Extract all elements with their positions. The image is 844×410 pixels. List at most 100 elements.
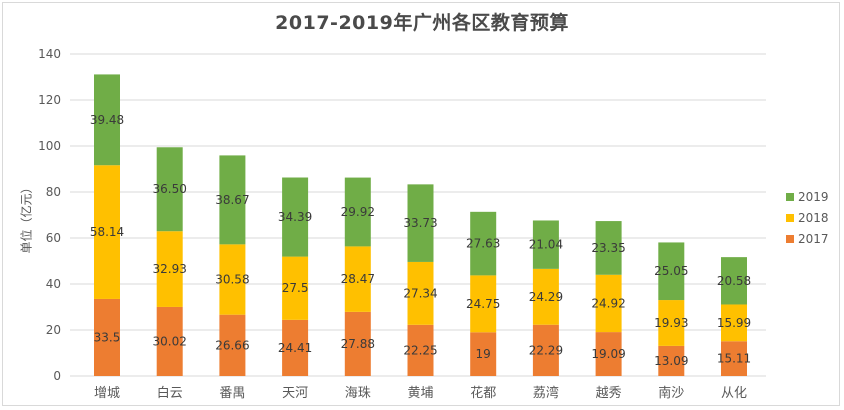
y-axis-ticks: 0 20 40 60 80 100 120 140 bbox=[38, 47, 61, 383]
data-label-2018: 58.14 bbox=[90, 225, 124, 239]
bar-segment-2017 bbox=[219, 314, 246, 376]
y-tick-label: 60 bbox=[46, 231, 61, 245]
data-label-2018: 27.5 bbox=[282, 281, 309, 295]
bar-segment-2019 bbox=[532, 220, 559, 269]
bar-segment-2019 bbox=[94, 74, 120, 166]
bar-segment-2019 bbox=[721, 257, 747, 305]
x-tick-label: 白云 bbox=[157, 385, 183, 401]
x-tick-label: 番禺 bbox=[219, 386, 245, 401]
legend-label: 2017 bbox=[798, 231, 829, 246]
data-label-2017: 13.09 bbox=[654, 354, 688, 368]
bar-segment-2017 bbox=[470, 332, 497, 376]
data-label-2019: 23.35 bbox=[591, 241, 625, 255]
y-tick-label: 80 bbox=[46, 185, 61, 199]
bar-segment-2019 bbox=[344, 177, 371, 247]
bar-segment-2019 bbox=[156, 147, 183, 232]
legend-label: 2019 bbox=[798, 189, 829, 204]
data-label-2018: 32.93 bbox=[153, 262, 187, 276]
x-tick-label: 天河 bbox=[282, 386, 308, 401]
data-label-2019: 39.48 bbox=[90, 113, 124, 127]
bar-segment-2017 bbox=[344, 311, 371, 376]
legend: 2019 2018 2017 bbox=[786, 186, 829, 249]
bar-segment-2018 bbox=[156, 231, 183, 307]
data-label-2017: 19 bbox=[476, 347, 491, 361]
bar-segment-2018 bbox=[94, 165, 120, 299]
bar-segment-2018 bbox=[282, 256, 309, 320]
bar-segment-2017 bbox=[532, 324, 559, 376]
legend-item-2019: 2019 bbox=[786, 186, 829, 207]
data-label-2017: 24.41 bbox=[278, 341, 312, 355]
data-label-2017: 27.88 bbox=[341, 337, 375, 351]
bar-segment-2017 bbox=[721, 341, 747, 376]
x-axis-ticks: 增城 白云 番禺 天河 海珠 黄埔 花都 荔湾 越秀 南沙 从化 bbox=[94, 385, 747, 401]
data-label-2018: 30.58 bbox=[215, 273, 249, 287]
bar-segment-2018 bbox=[532, 268, 559, 325]
data-label-2017: 15.11 bbox=[717, 352, 751, 366]
data-label-2017: 22.25 bbox=[403, 343, 437, 357]
y-tick-label: 0 bbox=[53, 369, 61, 383]
legend-swatch bbox=[786, 234, 794, 243]
data-label-2018: 24.29 bbox=[529, 290, 563, 304]
bar-segment-2017 bbox=[658, 345, 685, 376]
data-label-2019: 38.67 bbox=[215, 193, 249, 207]
data-label-2019: 29.92 bbox=[341, 205, 375, 219]
x-tick-label: 荔湾 bbox=[533, 385, 559, 401]
bar-segment-2017 bbox=[94, 298, 120, 376]
bar-segment-2018 bbox=[407, 261, 434, 325]
legend-label: 2018 bbox=[798, 210, 829, 225]
x-tick-label: 海珠 bbox=[345, 386, 371, 401]
data-labels: 33.5 58.14 39.48 30.02 32.93 36.50 26.66 30.58 3… bbox=[90, 113, 751, 368]
y-tick-label: 140 bbox=[38, 47, 61, 61]
y-tick-label: 20 bbox=[46, 323, 61, 337]
legend-swatch bbox=[786, 213, 794, 222]
data-label-2019: 33.73 bbox=[403, 216, 437, 230]
data-label-2017: 33.5 bbox=[94, 330, 121, 344]
data-label-2018: 24.75 bbox=[466, 297, 500, 311]
data-label-2018: 28.47 bbox=[341, 272, 375, 286]
x-tick-label: 黄埔 bbox=[407, 386, 433, 401]
y-tick-label: 40 bbox=[46, 277, 61, 291]
data-label-2017: 22.29 bbox=[529, 343, 563, 357]
legend-item-2017: 2017 bbox=[786, 228, 829, 249]
bar-segment-2019 bbox=[219, 155, 246, 245]
bar-segment-2017 bbox=[282, 319, 309, 376]
bar-segment-2018 bbox=[658, 300, 685, 346]
bar-segment-2018 bbox=[470, 275, 497, 333]
data-label-2019: 25.05 bbox=[654, 264, 688, 278]
y-tick-label: 120 bbox=[38, 93, 61, 107]
legend-swatch bbox=[786, 192, 794, 201]
bar-segment-2018 bbox=[219, 244, 246, 315]
data-label-2017: 26.66 bbox=[215, 338, 249, 352]
chart-title: 2017-2019年广州各区教育预算 bbox=[275, 12, 569, 34]
data-label-2019: 20.58 bbox=[717, 274, 751, 288]
data-label-2018: 24.92 bbox=[591, 296, 625, 310]
y-tick-label: 100 bbox=[38, 139, 61, 153]
bar-segment-2018 bbox=[344, 246, 371, 312]
bar-segment-2017 bbox=[407, 324, 434, 376]
bar-segment-2017 bbox=[156, 306, 183, 376]
data-label-2017: 19.09 bbox=[591, 347, 625, 361]
data-label-2019: 27.63 bbox=[466, 237, 500, 251]
bars bbox=[94, 74, 747, 376]
legend-item-2018: 2018 bbox=[786, 207, 829, 228]
x-tick-label: 花都 bbox=[470, 385, 496, 401]
data-label-2019: 34.39 bbox=[278, 210, 312, 224]
x-tick-label: 越秀 bbox=[596, 386, 622, 401]
data-label-2018: 15.99 bbox=[717, 316, 751, 330]
x-tick-label: 南沙 bbox=[658, 385, 684, 401]
bar-segment-2019 bbox=[658, 242, 685, 301]
bar-segment-2019 bbox=[407, 184, 434, 262]
bar-segment-2018 bbox=[721, 304, 747, 342]
data-label-2018: 27.34 bbox=[403, 286, 437, 300]
data-label-2019: 36.50 bbox=[153, 182, 187, 196]
data-label-2019: 21.04 bbox=[529, 238, 563, 252]
bar-segment-2019 bbox=[282, 177, 309, 257]
x-tick-label: 增城 bbox=[94, 386, 120, 401]
data-label-2018: 19.93 bbox=[654, 316, 688, 330]
bar-segment-2018 bbox=[595, 274, 622, 333]
bar-segment-2019 bbox=[595, 221, 622, 275]
x-tick-label: 从化 bbox=[721, 386, 747, 401]
data-label-2017: 30.02 bbox=[153, 334, 187, 348]
bar-segment-2017 bbox=[595, 332, 622, 376]
